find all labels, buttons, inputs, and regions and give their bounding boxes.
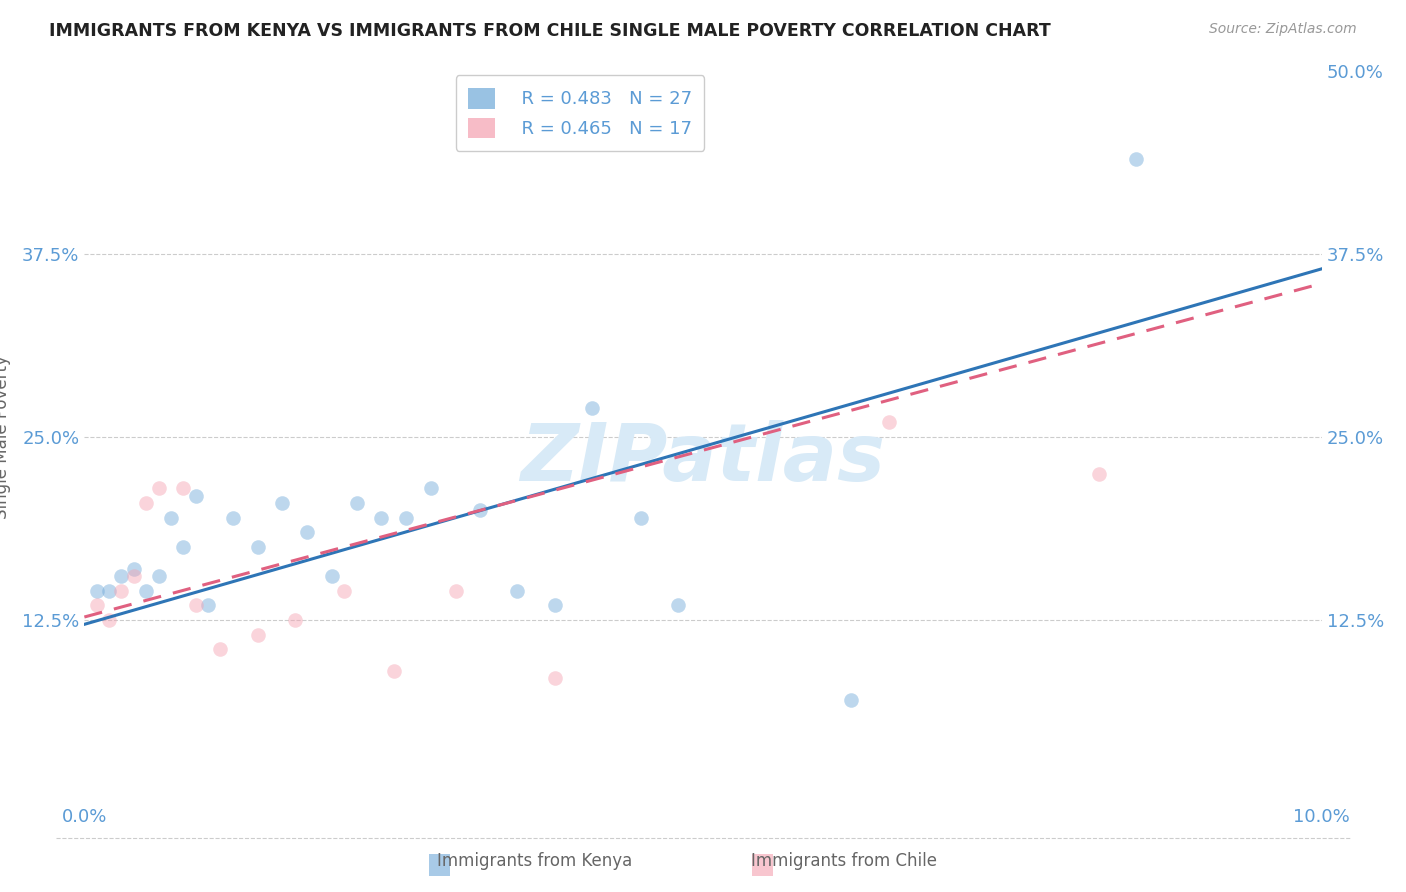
Point bbox=[135, 583, 157, 598]
Point bbox=[666, 599, 689, 613]
Point bbox=[172, 481, 194, 495]
Text: Source: ZipAtlas.com: Source: ZipAtlas.com bbox=[1209, 22, 1357, 37]
Point bbox=[184, 489, 207, 503]
Point bbox=[1088, 467, 1111, 481]
Point bbox=[160, 510, 183, 524]
Point bbox=[321, 569, 343, 583]
Y-axis label: Single Male Poverty: Single Male Poverty bbox=[0, 355, 11, 519]
Text: ZIPatlas: ZIPatlas bbox=[520, 420, 886, 498]
Point bbox=[246, 540, 269, 554]
Legend:   R = 0.483   N = 27,   R = 0.465   N = 17: R = 0.483 N = 27, R = 0.465 N = 17 bbox=[456, 75, 704, 151]
Point bbox=[184, 599, 207, 613]
Point bbox=[877, 416, 900, 430]
Point bbox=[543, 599, 565, 613]
Point bbox=[470, 503, 492, 517]
Point bbox=[148, 481, 170, 495]
Point bbox=[333, 583, 356, 598]
Point bbox=[395, 510, 418, 524]
Point bbox=[444, 583, 467, 598]
Point bbox=[86, 583, 108, 598]
Point bbox=[370, 510, 392, 524]
Text: IMMIGRANTS FROM KENYA VS IMMIGRANTS FROM CHILE SINGLE MALE POVERTY CORRELATION C: IMMIGRANTS FROM KENYA VS IMMIGRANTS FROM… bbox=[49, 22, 1050, 40]
Point bbox=[284, 613, 307, 627]
Point bbox=[122, 562, 145, 576]
Text: Immigrants from Chile: Immigrants from Chile bbox=[751, 852, 936, 870]
Text: Immigrants from Kenya: Immigrants from Kenya bbox=[437, 852, 631, 870]
Point bbox=[1125, 152, 1147, 166]
Point bbox=[543, 672, 565, 686]
Point bbox=[135, 496, 157, 510]
Point bbox=[222, 510, 245, 524]
Point bbox=[122, 569, 145, 583]
Point bbox=[209, 642, 232, 657]
Point bbox=[382, 664, 405, 678]
Point bbox=[246, 627, 269, 641]
Point bbox=[172, 540, 194, 554]
Point bbox=[98, 613, 121, 627]
Point bbox=[295, 525, 318, 540]
Point bbox=[581, 401, 603, 415]
Point bbox=[86, 599, 108, 613]
Point bbox=[506, 583, 529, 598]
Point bbox=[110, 569, 132, 583]
Point bbox=[110, 583, 132, 598]
Point bbox=[98, 583, 121, 598]
Point bbox=[419, 481, 441, 495]
Point bbox=[148, 569, 170, 583]
Point bbox=[841, 693, 863, 707]
Point bbox=[197, 599, 219, 613]
Point bbox=[346, 496, 368, 510]
Point bbox=[271, 496, 294, 510]
Point bbox=[630, 510, 652, 524]
